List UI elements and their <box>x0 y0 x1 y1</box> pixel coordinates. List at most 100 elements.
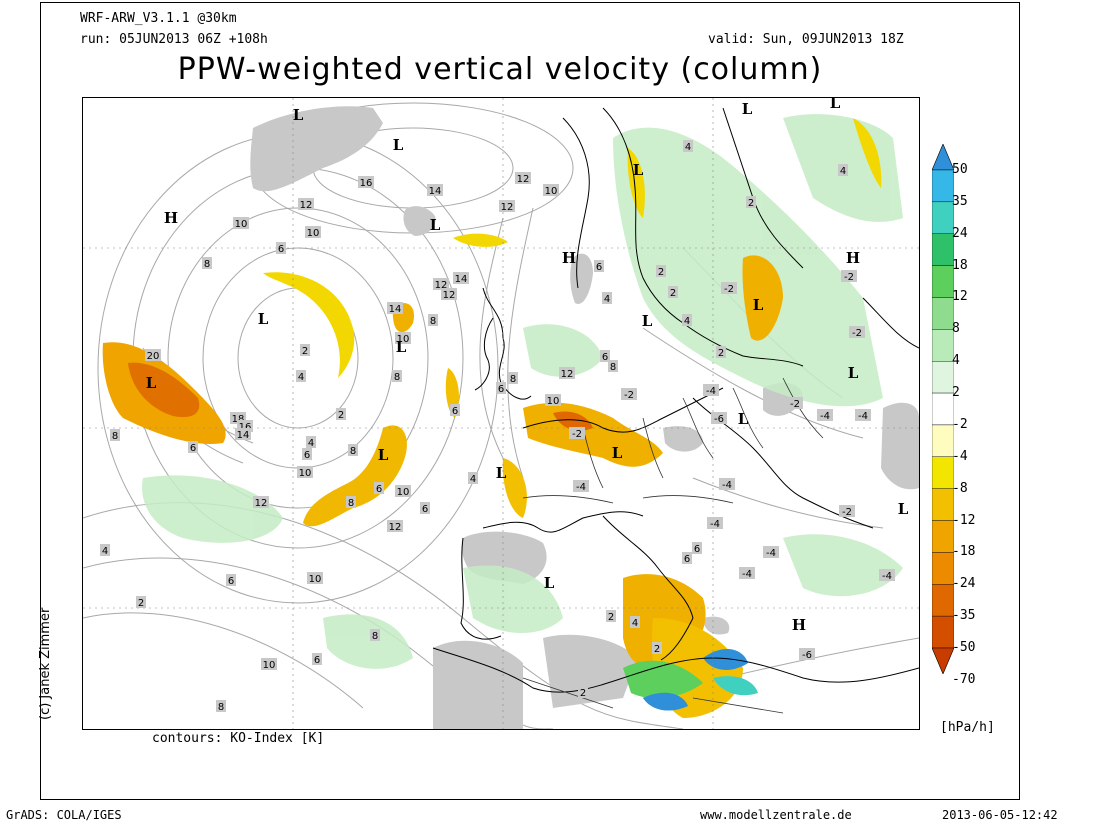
contour-label-bg <box>656 265 666 277</box>
colorbar-tick-label: -8 <box>952 480 968 496</box>
colorbar-swatch <box>931 169 955 203</box>
low-pressure-label: L <box>848 364 859 382</box>
high-pressure-label: H <box>792 616 806 634</box>
contour-label: 6 <box>684 554 690 565</box>
contour-label-bg <box>253 496 269 508</box>
contour-label: 14 <box>429 186 442 197</box>
contour-label: -6 <box>802 650 812 661</box>
contour-label: 6 <box>228 576 234 587</box>
contour-label-bg <box>849 326 865 338</box>
contour-label-bg <box>300 344 310 356</box>
contour-label: 4 <box>840 166 846 177</box>
contour-label-bg <box>594 260 604 272</box>
contour-label-bg <box>346 496 356 508</box>
contour-label-bg <box>202 257 212 269</box>
contour-label: 6 <box>602 352 608 363</box>
contour-label-bg <box>392 370 402 382</box>
low-pressure-label: L <box>430 216 441 234</box>
contour-label: 4 <box>632 618 638 629</box>
chart-frame <box>40 2 1020 800</box>
contour-label-bg <box>711 412 727 424</box>
contour-label-bg <box>336 408 346 420</box>
contour-label-bg <box>305 226 321 238</box>
coastlines <box>432 107 919 693</box>
contour-label-bg <box>496 382 506 394</box>
contour-label-bg <box>395 332 411 344</box>
contour-label: 8 <box>510 374 516 385</box>
contour-label: 10 <box>397 334 410 345</box>
colorbar-tick-label: -70 <box>952 671 976 687</box>
contour-label-bg <box>233 217 249 229</box>
contours-legend: contours: KO-Index [K] <box>152 731 325 746</box>
colorbar-tick-label: -50 <box>952 640 976 655</box>
colorbar-tick-label: 4 <box>952 353 960 369</box>
contour-label-bg <box>450 404 460 416</box>
colorbar-swatch <box>931 456 955 489</box>
contour-label: 2 <box>580 688 586 699</box>
contour-label-bg <box>226 574 236 586</box>
low-pressure-label: L <box>642 312 653 330</box>
colorbar-tick-label: -4 <box>952 448 968 464</box>
contour-label: 6 <box>422 504 428 515</box>
colorbar-tick-label: 8 <box>952 321 960 337</box>
contour-label-bg <box>499 200 515 212</box>
colorbar-tick-label: -24 <box>952 576 976 592</box>
contour-label: 8 <box>372 631 378 642</box>
contour-label: 10 <box>547 396 560 407</box>
contour-label: -4 <box>722 480 732 491</box>
contour-label-bg <box>839 505 855 517</box>
software-credit: GrADS: COLA/IGES <box>6 808 122 822</box>
contour-label-bg <box>297 466 313 478</box>
contour-label: 8 <box>350 446 356 457</box>
contour-label: 4 <box>684 316 690 327</box>
contour-label: 10 <box>309 574 322 585</box>
contour-label: 10 <box>235 219 248 230</box>
contour-label: 10 <box>545 186 558 197</box>
contour-label: -4 <box>710 519 720 530</box>
contour-label-bg <box>606 610 616 622</box>
low-pressure-label: L <box>396 338 407 356</box>
contour-label-bg <box>302 448 312 460</box>
colorbar-tick-label: -18 <box>952 544 976 560</box>
contour-label: 2 <box>670 288 676 299</box>
contour-label-bg <box>433 278 449 290</box>
contour-label-bg <box>100 544 110 556</box>
contour-label: -4 <box>882 571 892 582</box>
contour-label-bg <box>841 270 857 282</box>
colorbar-swatch <box>931 552 955 585</box>
contour-label-bg <box>261 658 277 670</box>
chart-title: PPW-weighted vertical velocity (column) <box>177 52 823 87</box>
contour-label-bg <box>608 360 618 372</box>
contour-label: -2 <box>842 507 852 518</box>
contour-label-bg <box>707 517 723 529</box>
contour-label-bg <box>307 572 323 584</box>
contour-label-bg <box>468 472 478 484</box>
contour-label-bg <box>668 286 678 298</box>
contour-label: 10 <box>307 228 320 239</box>
colorbar-swatch <box>931 424 955 457</box>
contour-label: -4 <box>858 411 868 422</box>
contour-label: 6 <box>452 406 458 417</box>
contour-label-bg <box>879 569 895 581</box>
colorbar-unit: [hPa/h] <box>940 720 995 735</box>
low-pressure-label: L <box>612 444 623 462</box>
colorbar-tick-label: 24 <box>952 225 968 241</box>
render-timestamp: 2013-06-05-12:42 <box>942 808 1058 822</box>
contour-label-bg <box>427 184 443 196</box>
contour-label-bg <box>692 542 702 554</box>
contour-label-bg <box>787 397 803 409</box>
contour-label-bg <box>370 629 380 641</box>
colorbar-tick-label: 35 <box>952 193 968 209</box>
contour-label-bg <box>545 394 561 406</box>
contour-label-bg <box>573 480 589 492</box>
contour-label-bg <box>428 314 438 326</box>
contour-label: 8 <box>348 498 354 509</box>
contour-label: -2 <box>852 328 862 339</box>
colorbar-swatch <box>931 584 955 617</box>
contour-label-bg <box>312 653 322 665</box>
contour-label: 2 <box>658 267 664 278</box>
contour-label: 8 <box>112 431 118 442</box>
contour-label: 12 <box>435 280 448 291</box>
contour-label: 6 <box>190 443 196 454</box>
